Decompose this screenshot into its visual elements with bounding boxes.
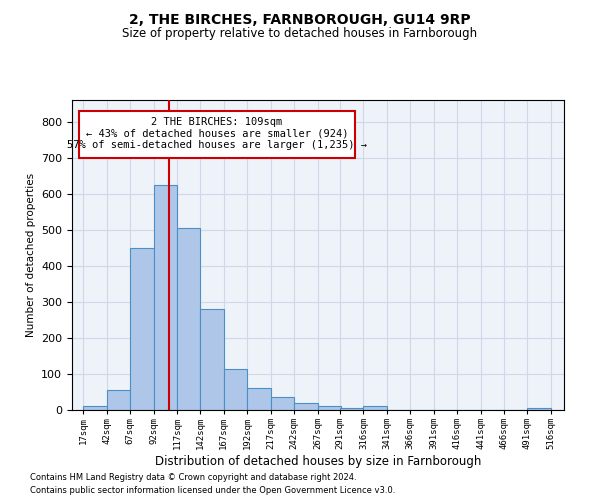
Y-axis label: Number of detached properties: Number of detached properties (26, 173, 35, 337)
Bar (177, 228, 200, 410)
X-axis label: Distribution of detached houses by size in Farnborough: Distribution of detached houses by size … (155, 455, 481, 468)
Text: 57% of semi-detached houses are larger (1,235) →: 57% of semi-detached houses are larger (… (67, 140, 367, 150)
Bar (200, 309, 224, 410)
Text: Contains public sector information licensed under the Open Government Licence v3: Contains public sector information licen… (30, 486, 395, 495)
Text: 2 THE BIRCHES: 109sqm: 2 THE BIRCHES: 109sqm (151, 118, 283, 128)
Bar (154, 184, 177, 410)
Bar (107, 390, 130, 410)
Bar (527, 408, 551, 410)
Bar (294, 403, 317, 410)
Text: Contains HM Land Registry data © Crown copyright and database right 2024.: Contains HM Land Registry data © Crown c… (30, 474, 356, 482)
Bar (224, 368, 247, 410)
Text: ← 43% of detached houses are smaller (924): ← 43% of detached houses are smaller (92… (86, 129, 348, 139)
Bar (247, 388, 271, 410)
Bar (317, 406, 341, 410)
Bar (83, 406, 107, 410)
Bar (340, 408, 364, 410)
FancyBboxPatch shape (79, 111, 355, 158)
Bar (271, 398, 294, 410)
Text: Size of property relative to detached houses in Farnborough: Size of property relative to detached ho… (122, 28, 478, 40)
Text: 2, THE BIRCHES, FARNBOROUGH, GU14 9RP: 2, THE BIRCHES, FARNBOROUGH, GU14 9RP (129, 12, 471, 26)
Bar (364, 406, 387, 410)
Bar (130, 248, 154, 410)
